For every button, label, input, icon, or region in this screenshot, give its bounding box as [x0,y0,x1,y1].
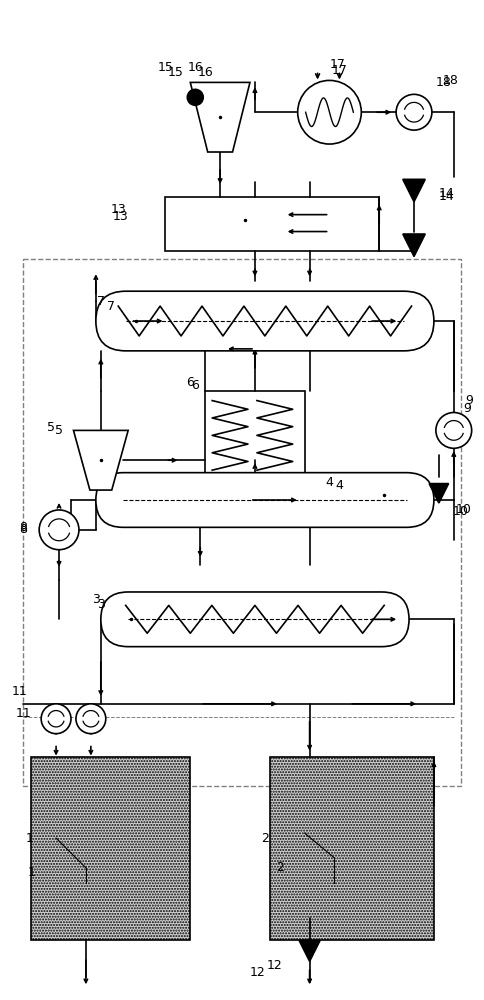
Text: 10: 10 [452,505,468,518]
Bar [205,391,304,480]
Bar [23,259,460,786]
Polygon shape [299,940,319,961]
Text: 3: 3 [91,593,100,606]
Text: 4: 4 [335,479,343,492]
Text: 2: 2 [275,861,283,874]
Circle shape [76,704,106,734]
Text: 2: 2 [260,832,268,845]
Circle shape [187,89,203,105]
Bar [165,197,378,251]
Text: 18: 18 [442,74,458,87]
Polygon shape [428,484,448,503]
Text: 8: 8 [19,523,27,536]
Text: 9: 9 [462,402,469,415]
Text: 12: 12 [250,966,265,979]
Text: 1: 1 [25,832,33,845]
Text: 5: 5 [47,421,55,434]
Text: 4: 4 [325,476,333,489]
Polygon shape [73,430,128,490]
Text: 13: 13 [111,203,126,216]
Text: 12: 12 [266,959,282,972]
Circle shape [435,413,471,448]
Text: 7: 7 [106,300,115,313]
Text: 17: 17 [331,64,347,77]
Text: 11: 11 [15,707,31,720]
FancyBboxPatch shape [96,473,433,527]
FancyBboxPatch shape [101,592,408,647]
Text: 6: 6 [186,376,194,389]
Circle shape [39,510,79,550]
Polygon shape [402,234,424,256]
Text: 6: 6 [191,379,199,392]
Circle shape [297,80,361,144]
Text: 16: 16 [187,61,203,74]
Text: 14: 14 [438,190,454,203]
FancyBboxPatch shape [96,291,433,351]
Text: 15: 15 [157,61,173,74]
Text: 7: 7 [97,295,105,308]
Polygon shape [402,179,424,202]
Text: 9: 9 [464,394,472,407]
Text: 3: 3 [97,598,105,611]
Circle shape [395,94,431,130]
Text: 18: 18 [435,76,451,89]
Text: 13: 13 [113,210,128,223]
Text: 16: 16 [197,66,212,79]
Text: 11: 11 [12,685,27,698]
Text: 10: 10 [455,503,471,516]
Circle shape [41,704,71,734]
Text: 17: 17 [329,58,345,71]
Text: 8: 8 [19,521,27,534]
Text: 15: 15 [167,66,183,79]
Bar [31,757,190,940]
Text: 14: 14 [438,187,454,200]
Polygon shape [190,82,249,152]
Bar [269,757,433,940]
Text: 5: 5 [55,424,63,437]
Text: 1: 1 [27,866,35,879]
